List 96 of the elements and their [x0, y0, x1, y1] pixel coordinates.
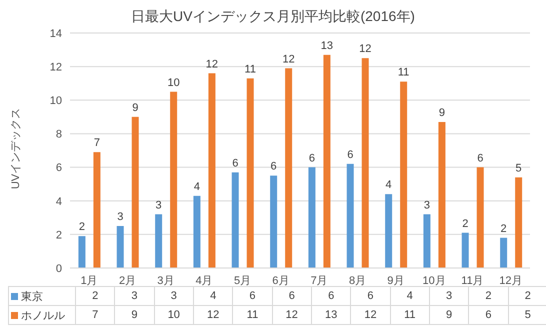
bar [462, 232, 469, 268]
bar [116, 226, 124, 268]
bar [93, 152, 100, 268]
data-label: 6 [468, 306, 508, 324]
text: 11 [398, 66, 410, 79]
bar [362, 58, 369, 268]
bar [500, 238, 508, 268]
text: 6 [232, 157, 238, 170]
y-tick-label: 0 [56, 262, 62, 275]
text: 7 [94, 137, 100, 150]
bar [515, 177, 522, 268]
y-tick-label: 14 [50, 28, 62, 40]
y-tick-label: 12 [50, 61, 62, 74]
data-label: 12 [350, 306, 390, 324]
x-tick-label: 8月 [348, 274, 366, 287]
text: 4 [194, 180, 200, 193]
chart-title: 日最大UVインデックス月別平均比較(2016年) [130, 8, 416, 26]
text: 9 [132, 102, 138, 114]
bar [385, 194, 392, 268]
text: 12 [359, 43, 372, 56]
data-label: 2 [76, 286, 115, 306]
bar [476, 167, 484, 268]
data-label: 13 [311, 306, 351, 324]
bar [438, 122, 446, 268]
x-tick-label: 6月 [272, 274, 290, 287]
text: 3 [424, 199, 430, 212]
data-label: 4 [193, 286, 233, 306]
data-label: 6 [311, 286, 351, 306]
text: 5 [516, 162, 522, 174]
data-label: 3 [154, 286, 194, 306]
y-tick-label: 2 [56, 229, 62, 242]
data-label: 12 [272, 306, 312, 324]
text: 12 [206, 58, 218, 70]
y-tick-label: 10 [50, 95, 62, 108]
text: 6 [270, 160, 277, 173]
y-tick-label: 6 [56, 162, 62, 174]
data-label: 3 [429, 286, 469, 306]
bar [400, 82, 408, 268]
data-label: 6 [232, 286, 272, 306]
x-tick-label: 1月 [80, 274, 98, 287]
bar [323, 54, 330, 268]
data-label: 11 [390, 306, 430, 324]
x-tick-label: 5月 [234, 274, 252, 287]
data-label: 4 [390, 286, 430, 306]
text: 2 [500, 222, 507, 235]
bar [285, 68, 292, 268]
x-tick-label: 2月 [118, 274, 136, 287]
data-label: 11 [232, 306, 272, 324]
text: 2 [462, 218, 468, 230]
text: 9 [438, 106, 445, 119]
bar [270, 176, 278, 268]
text: 4 [386, 179, 392, 192]
legend-label: ホノルル [8, 306, 76, 324]
bar [170, 92, 178, 268]
data-label: 2 [468, 286, 508, 306]
bar [423, 214, 430, 268]
bar [193, 196, 200, 268]
text: 13 [320, 40, 334, 52]
data-label: 3 [114, 286, 154, 306]
data-label: 6 [350, 286, 390, 306]
bar [132, 116, 139, 268]
x-tick-label: 10月 [422, 274, 446, 287]
data-label: 5 [508, 306, 546, 324]
data-label: 9 [114, 306, 154, 324]
x-tick-label: 11月 [461, 274, 484, 287]
text: 6 [347, 148, 354, 161]
bar [208, 73, 216, 268]
legend-label: 東京 [8, 286, 76, 306]
data-label: 6 [272, 286, 312, 306]
bar [232, 172, 239, 268]
y-tick-label: 8 [56, 128, 62, 141]
bar [78, 236, 86, 268]
text: 12 [282, 53, 295, 66]
y-tick-label: 4 [56, 196, 62, 208]
text: 3 [156, 199, 162, 212]
text: 6 [477, 152, 484, 164]
data-label: 2 [508, 286, 546, 306]
bar [155, 214, 162, 268]
text: 3 [117, 211, 124, 224]
bar [346, 164, 354, 268]
bar [308, 167, 316, 268]
data-label: 10 [154, 306, 194, 324]
bar [246, 78, 254, 268]
y-axis-title: UVインデックス [10, 107, 24, 189]
x-tick-label: 3月 [157, 274, 174, 287]
text: 11 [244, 63, 256, 76]
data-label: 12 [193, 306, 233, 324]
text: 6 [308, 152, 315, 164]
data-label: 9 [429, 306, 469, 324]
x-tick-label: 7月 [310, 274, 328, 287]
x-tick-label: 9月 [387, 274, 404, 287]
x-tick-label: 12月 [499, 274, 522, 287]
text: 2 [78, 221, 85, 234]
x-tick-label: 4月 [196, 274, 213, 287]
data-label: 7 [76, 306, 115, 324]
text: 10 [167, 76, 180, 89]
